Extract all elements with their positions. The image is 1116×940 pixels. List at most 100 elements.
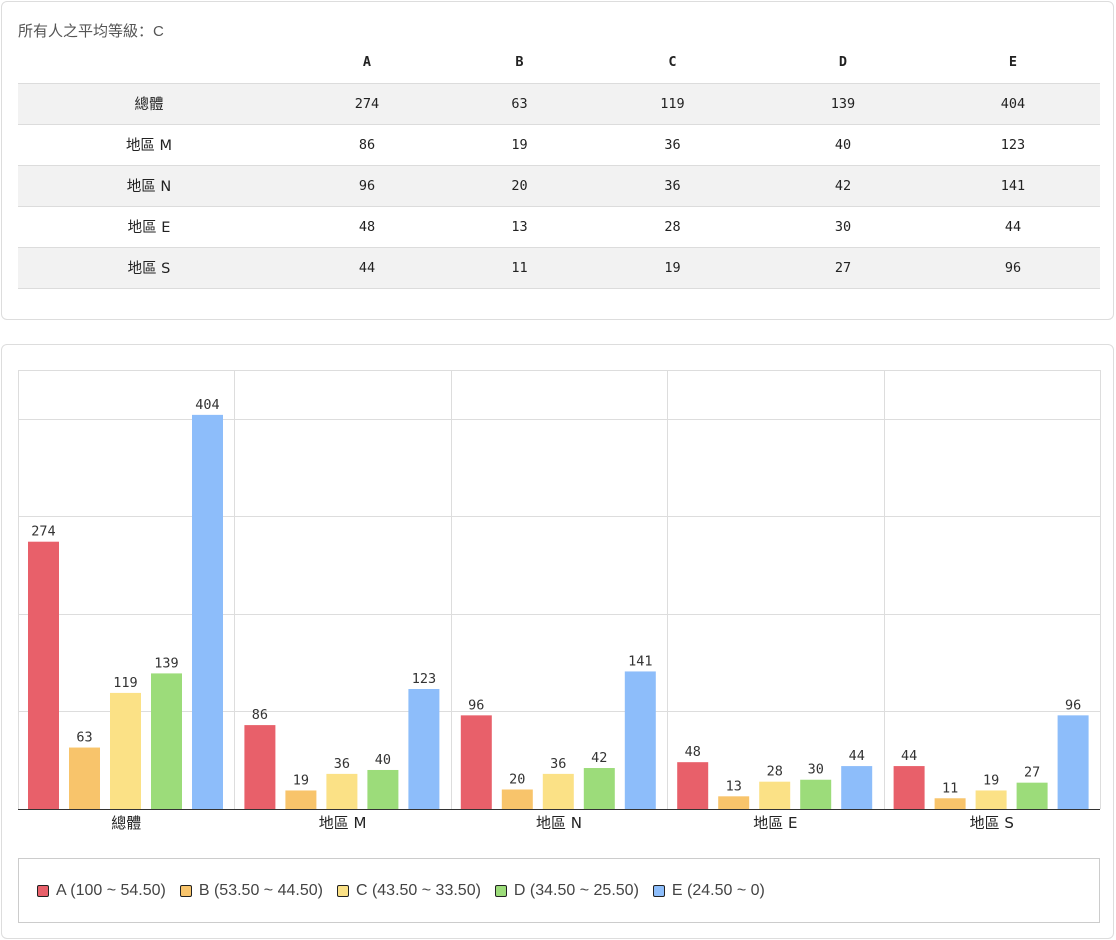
bar-value-label: 274: [31, 524, 55, 540]
legend-swatch: [652, 884, 665, 897]
bar: [624, 671, 656, 809]
legend-item[interactable]: C (43.50 ~ 33.50): [336, 882, 481, 900]
bar: [800, 779, 832, 809]
table-cell: 44: [280, 247, 454, 289]
column-header: A: [280, 42, 454, 84]
table-cell: 274: [280, 83, 454, 125]
bar: [244, 725, 276, 809]
table-cell: 19: [585, 247, 760, 289]
x-tick-label: 地區 M: [319, 814, 367, 832]
table-row: 地區 N 96 20 36 42 141: [18, 165, 1100, 207]
bar-value-label: 19: [983, 772, 999, 788]
table-cell: 11: [454, 247, 585, 289]
legend-item[interactable]: B (53.50 ~ 44.50): [179, 881, 323, 900]
table-cell: 141: [926, 165, 1100, 207]
row-label: 地區 N: [18, 165, 280, 207]
bar-value-label: 44: [901, 748, 917, 764]
row-label: 地區 S: [18, 247, 280, 289]
table-cell: 36: [585, 124, 760, 166]
legend-label: B (53.50 ~ 44.50): [198, 881, 323, 899]
bar-value-label: 40: [375, 752, 391, 768]
bar: [583, 768, 615, 809]
legend-item[interactable]: A (100 ~ 54.50): [37, 882, 166, 900]
row-label: 地區 M: [18, 124, 280, 166]
column-header: C: [585, 42, 760, 84]
bar-value-label: 36: [334, 756, 350, 772]
table-cell: 42: [760, 165, 926, 207]
grade-table: A B C D E 總體 274 63 119 139 404 地區 M 86 …: [18, 42, 1100, 289]
table-cell: 30: [760, 206, 926, 248]
chart-legend: A (100 ~ 54.50) B (53.50 ~ 44.50) C (43.…: [18, 858, 1100, 923]
bar-value-label: 36: [550, 756, 566, 772]
table-row: 地區 E 48 13 28 30 44: [18, 206, 1100, 248]
bar-value-label: 13: [726, 778, 742, 794]
table-header-row: A B C D E: [18, 42, 1100, 84]
table-cell: 27: [760, 247, 926, 289]
table-cell: 139: [760, 83, 926, 125]
bar: [192, 414, 223, 809]
table-row: 總體 274 63 119 139 404: [18, 83, 1100, 125]
table-cell: 86: [280, 124, 454, 166]
bar-value-label: 141: [628, 653, 652, 669]
table-cell: 96: [926, 247, 1100, 289]
table-cell: 20: [454, 165, 585, 207]
legend-item[interactable]: D (34.50 ~ 25.50): [494, 881, 639, 900]
bar: [1016, 782, 1048, 809]
average-grade-label: 所有人之平均等級：C: [18, 23, 164, 40]
bar: [69, 747, 100, 809]
table-cell: 96: [280, 165, 454, 207]
table-cell: 44: [926, 206, 1100, 248]
x-tick-label: 總體: [111, 814, 141, 832]
column-header: D: [760, 42, 926, 84]
table-cell: 123: [926, 124, 1100, 166]
legend-label: E (24.50 ~ 0): [671, 881, 765, 899]
bar: [934, 798, 966, 809]
bar: [677, 762, 709, 809]
x-tick-label: 地區 E: [753, 814, 797, 832]
bar-value-label: 48: [685, 744, 701, 760]
bar: [367, 769, 399, 809]
row-label: 地區 E: [18, 206, 280, 248]
table-cell: 19: [454, 124, 585, 166]
x-tick-label: 地區 S: [970, 814, 1014, 832]
column-header: E: [926, 42, 1100, 84]
bar-value-label: 96: [1065, 697, 1081, 713]
bar: [110, 692, 141, 809]
table-row: 地區 M 86 19 36 40 123: [18, 124, 1100, 166]
legend-swatch: [494, 884, 507, 897]
bar: [501, 789, 533, 809]
bar: [151, 673, 182, 809]
x-tick-label: 地區 N: [536, 814, 582, 832]
table-row: 地區 S 44 11 19 27 96: [18, 247, 1100, 289]
bar-value-label: 19: [293, 772, 309, 788]
bar-value-label: 27: [1024, 765, 1040, 781]
bar: [718, 796, 750, 809]
table-cell: 28: [585, 206, 760, 248]
legend-label: A (100 ~ 54.50): [56, 881, 166, 899]
bar-value-label: 28: [767, 764, 783, 780]
bar-value-label: 123: [412, 671, 436, 687]
bar-value-label: 404: [195, 397, 219, 413]
row-label: 總體: [18, 83, 280, 125]
bar: [28, 541, 59, 809]
bar: [893, 766, 925, 809]
table-cell: 404: [926, 83, 1100, 125]
bar-value-label: 20: [509, 771, 525, 787]
legend-swatch: [179, 884, 192, 897]
legend-item[interactable]: E (24.50 ~ 0): [652, 881, 765, 900]
table-cell: 36: [585, 165, 760, 207]
table-cell: 63: [454, 83, 585, 125]
legend-label: D (34.50 ~ 25.50): [513, 881, 639, 899]
bar-value-label: 11: [942, 780, 958, 796]
bar: [408, 689, 440, 809]
bar: [285, 790, 317, 809]
grade-table-card: 所有人之平均等級：C A B C D E 總體 274 63 119 139 4: [1, 1, 1114, 320]
bar: [841, 766, 873, 809]
bar: [542, 773, 574, 809]
bar: [460, 715, 492, 809]
bar-value-label: 42: [591, 750, 607, 766]
bar: [975, 790, 1007, 809]
table-cell: 119: [585, 83, 760, 125]
table-cell: 40: [760, 124, 926, 166]
legend-swatch: [336, 884, 349, 897]
